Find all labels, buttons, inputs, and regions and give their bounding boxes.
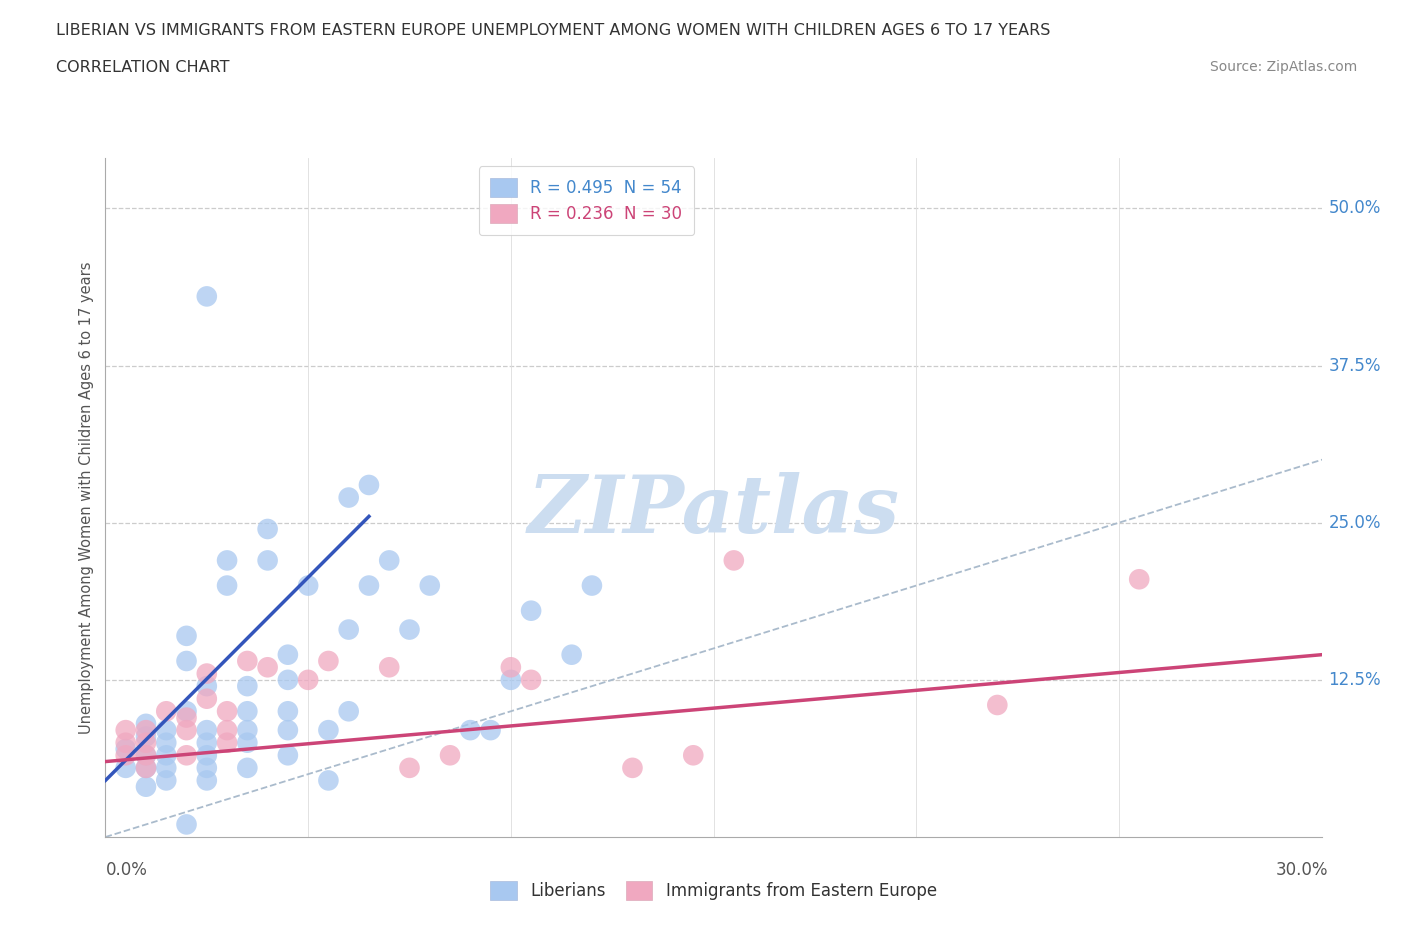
Point [986, 698, 1008, 712]
Point [318, 773, 340, 788]
Text: 37.5%: 37.5% [1329, 356, 1381, 375]
Point [236, 723, 259, 737]
Text: 25.0%: 25.0% [1329, 513, 1381, 532]
Point [135, 761, 157, 776]
Point [256, 553, 278, 568]
Point [337, 490, 360, 505]
Point [723, 553, 745, 568]
Point [297, 578, 319, 593]
Point [378, 553, 401, 568]
Point [217, 553, 239, 568]
Point [419, 578, 441, 593]
Point [277, 647, 299, 662]
Point [236, 704, 259, 719]
Text: 0.0%: 0.0% [105, 860, 148, 879]
Point [520, 604, 543, 618]
Point [682, 748, 704, 763]
Point [318, 723, 340, 737]
Point [458, 723, 481, 737]
Point [195, 736, 218, 751]
Point [581, 578, 603, 593]
Point [176, 629, 198, 644]
Point [217, 723, 239, 737]
Point [398, 761, 420, 776]
Point [256, 522, 278, 537]
Point [398, 622, 420, 637]
Point [217, 704, 239, 719]
Point [357, 578, 380, 593]
Point [155, 748, 177, 763]
Point [499, 660, 522, 675]
Point [155, 704, 177, 719]
Point [236, 736, 259, 751]
Point [357, 477, 380, 492]
Point [114, 761, 136, 776]
Point [176, 817, 198, 831]
Point [195, 723, 218, 737]
Point [176, 654, 198, 669]
Point [135, 716, 157, 731]
Point [439, 748, 461, 763]
Point [155, 723, 177, 737]
Point [195, 289, 218, 304]
Point [176, 723, 198, 737]
Point [277, 672, 299, 687]
Point [277, 748, 299, 763]
Point [499, 672, 522, 687]
Point [135, 748, 157, 763]
Point [114, 748, 136, 763]
Text: CORRELATION CHART: CORRELATION CHART [56, 60, 229, 75]
Point [217, 736, 239, 751]
Point [236, 654, 259, 669]
Legend: Liberians, Immigrants from Eastern Europe: Liberians, Immigrants from Eastern Europ… [484, 874, 943, 907]
Point [135, 748, 157, 763]
Point [297, 672, 319, 687]
Text: LIBERIAN VS IMMIGRANTS FROM EASTERN EUROPE UNEMPLOYMENT AMONG WOMEN WITH CHILDRE: LIBERIAN VS IMMIGRANTS FROM EASTERN EURO… [56, 23, 1050, 38]
Point [195, 761, 218, 776]
Point [114, 736, 136, 751]
Point [155, 761, 177, 776]
Point [195, 666, 218, 681]
Point [176, 711, 198, 725]
Point [176, 748, 198, 763]
Point [337, 622, 360, 637]
Point [337, 704, 360, 719]
Point [195, 748, 218, 763]
Point [135, 761, 157, 776]
Y-axis label: Unemployment Among Women with Children Ages 6 to 17 years: Unemployment Among Women with Children A… [79, 261, 94, 734]
Point [621, 761, 644, 776]
Point [155, 773, 177, 788]
Point [195, 679, 218, 694]
Point [135, 779, 157, 794]
Point [479, 723, 502, 737]
Text: 12.5%: 12.5% [1329, 671, 1381, 689]
Point [318, 654, 340, 669]
Point [1128, 572, 1150, 587]
Point [195, 773, 218, 788]
Point [236, 761, 259, 776]
Point [378, 660, 401, 675]
Text: 30.0%: 30.0% [1277, 860, 1329, 879]
Point [195, 691, 218, 706]
Point [217, 578, 239, 593]
Point [135, 736, 157, 751]
Text: 50.0%: 50.0% [1329, 199, 1381, 218]
Point [135, 729, 157, 744]
Text: Source: ZipAtlas.com: Source: ZipAtlas.com [1209, 60, 1357, 74]
Point [236, 679, 259, 694]
Point [277, 723, 299, 737]
Point [114, 741, 136, 756]
Point [520, 672, 543, 687]
Point [256, 660, 278, 675]
Point [114, 723, 136, 737]
Point [277, 704, 299, 719]
Point [176, 704, 198, 719]
Point [135, 723, 157, 737]
Text: ZIPatlas: ZIPatlas [527, 472, 900, 550]
Point [155, 736, 177, 751]
Point [561, 647, 583, 662]
